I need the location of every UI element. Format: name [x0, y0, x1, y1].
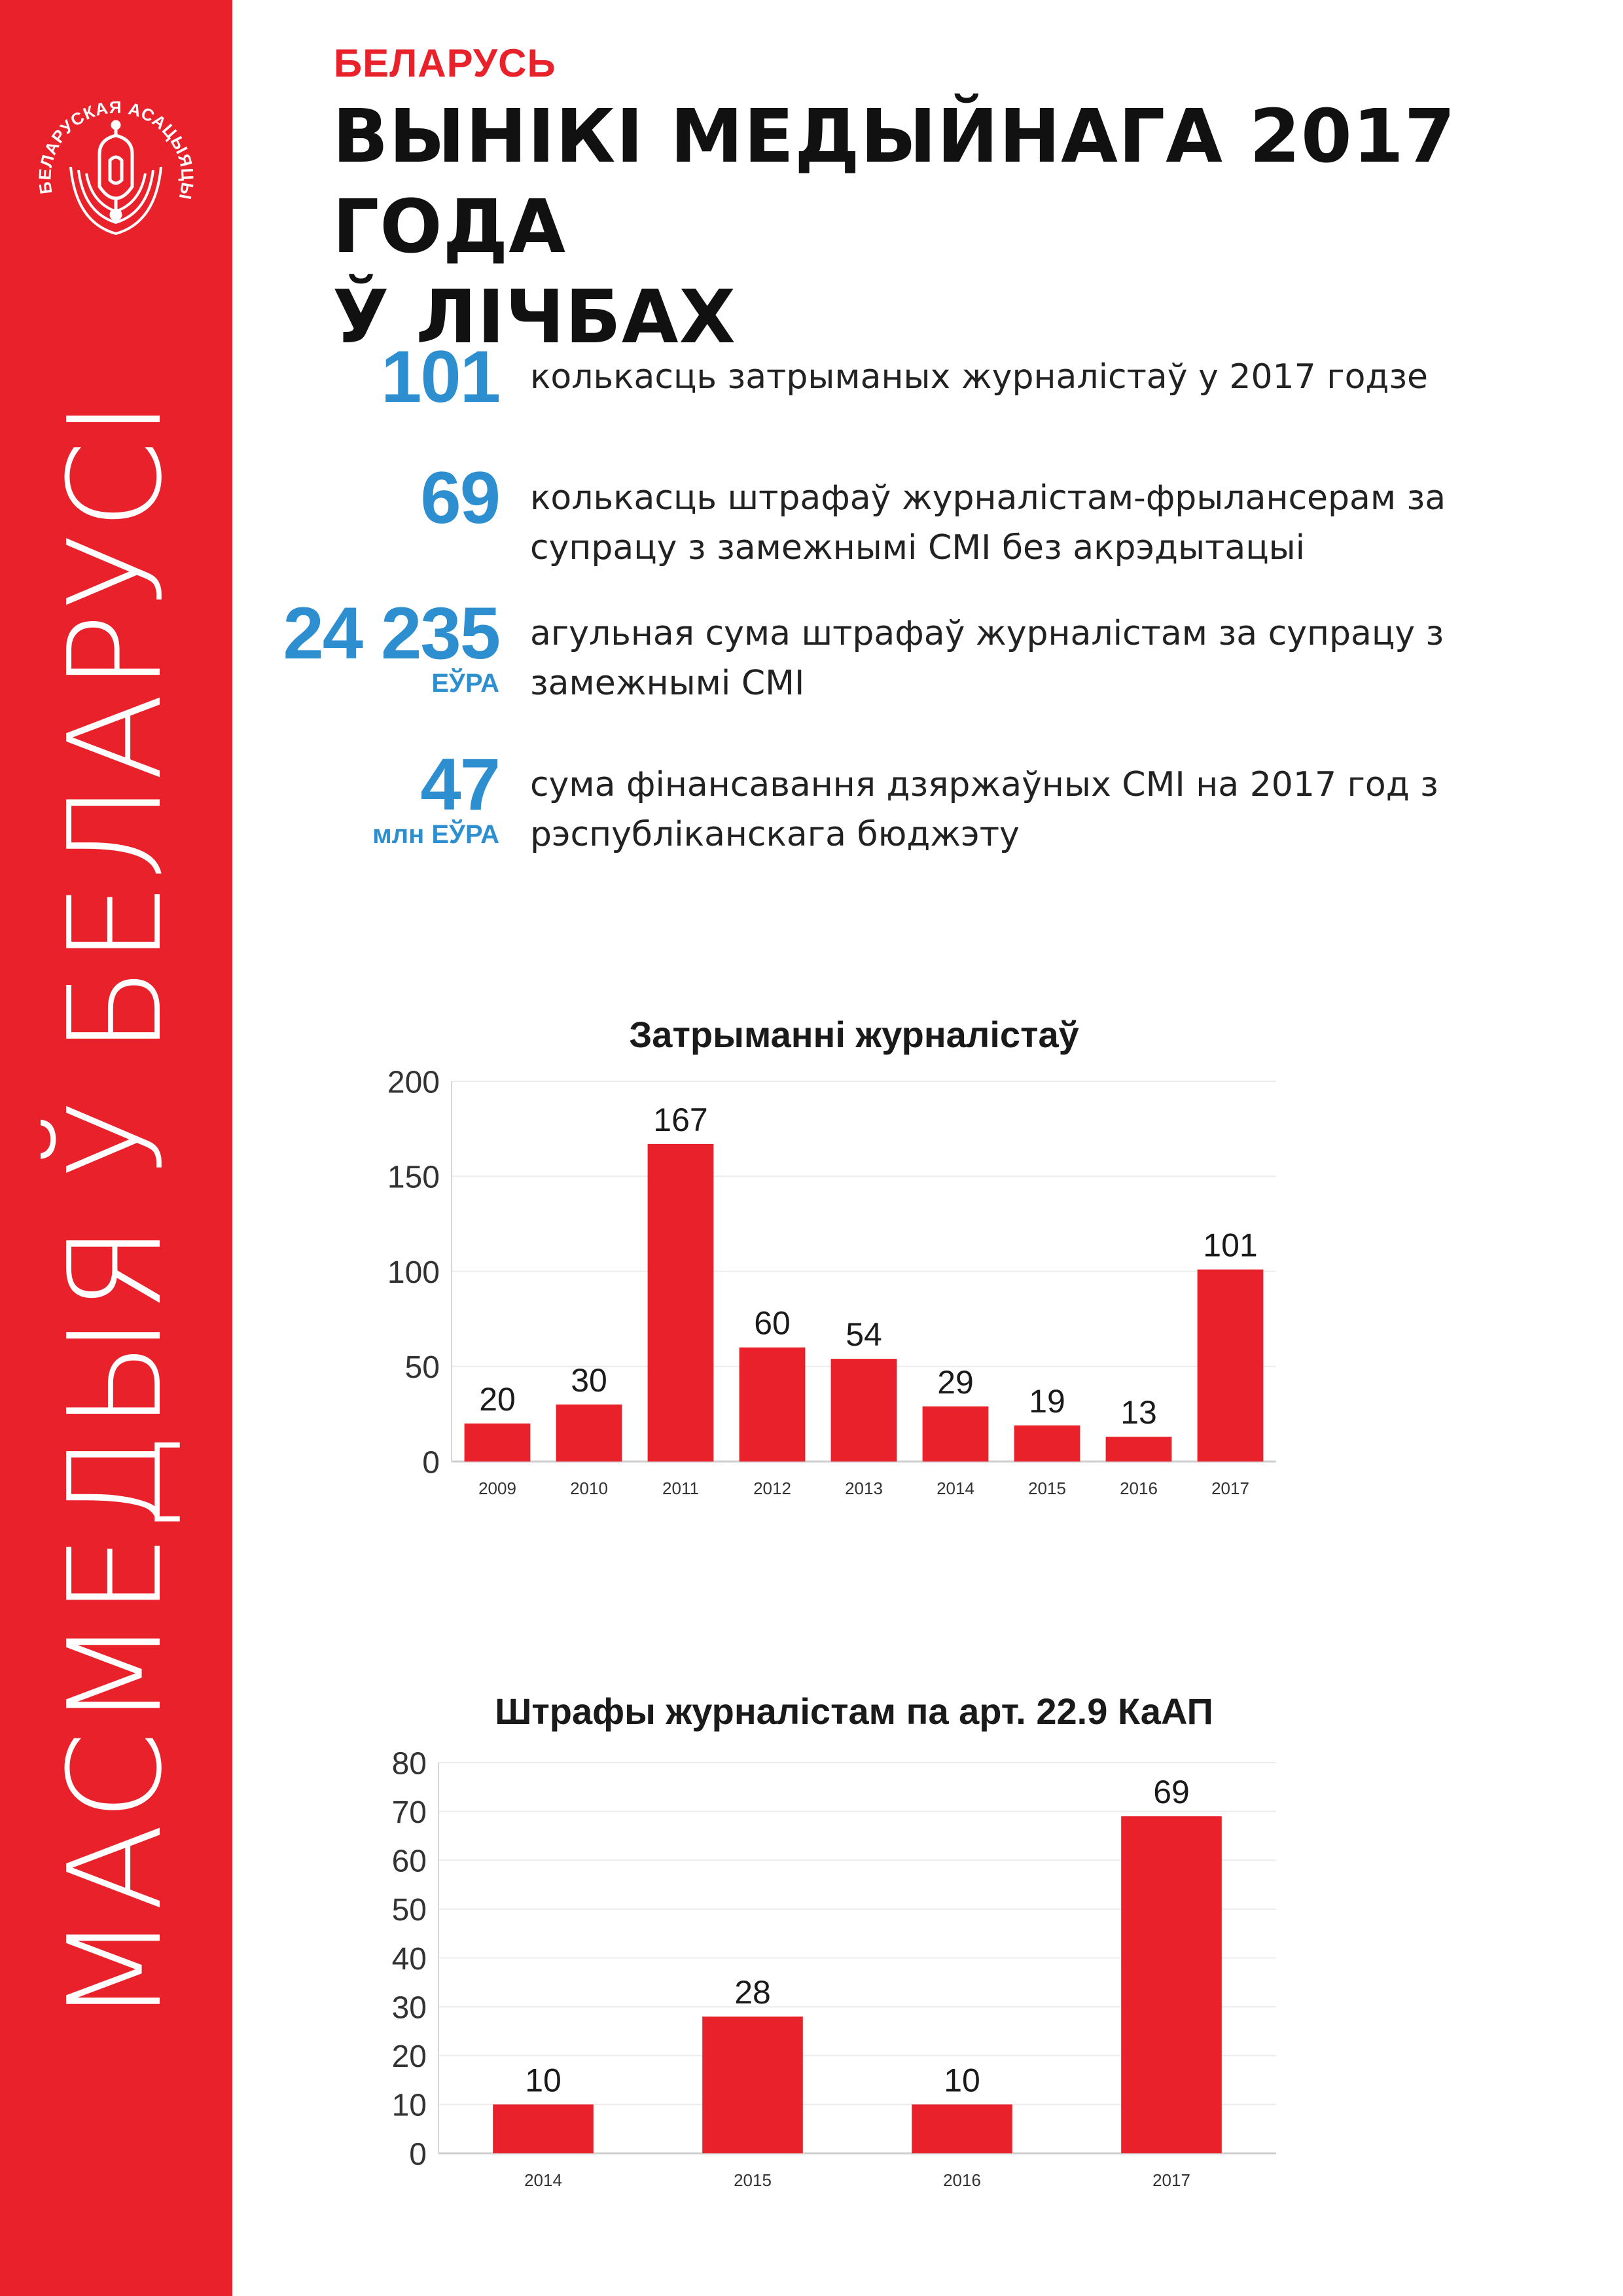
- chart1-category-label: 2010: [570, 1479, 608, 1498]
- chart2-value-label: 10: [525, 2062, 562, 2098]
- chart2-category-label: 2017: [1152, 2170, 1190, 2190]
- chart2-value-label: 28: [734, 1974, 771, 2011]
- chart1-value-label: 54: [846, 1316, 882, 1353]
- stat-unit: ЕЎРА: [431, 669, 499, 698]
- chart2-y-tick-label: 50: [392, 1893, 427, 1928]
- chart1-value-label: 29: [937, 1364, 974, 1401]
- country-label: БЕЛАРУСЬ: [334, 41, 556, 85]
- chart2-bar: [702, 2017, 803, 2153]
- chart2-value-label: 69: [1153, 1774, 1190, 1810]
- stat-text: сума фінансавання дзяржаўных СМІ на 2017…: [530, 765, 1438, 854]
- chart1-value-label: 30: [571, 1362, 607, 1399]
- chart1-y-tick-label: 100: [387, 1255, 440, 1290]
- chart2-y-tick-label: 30: [392, 1990, 427, 2025]
- chart2-y-tick-label: 0: [409, 2137, 427, 2172]
- chart2-category-label: 2016: [943, 2170, 981, 2190]
- chart1-category-label: 2015: [1028, 1479, 1066, 1498]
- stat-unit: млн ЕЎРА: [372, 820, 499, 849]
- chart1-category-label: 2013: [845, 1479, 883, 1498]
- stat-text: колькасць штрафаў журналістам-фрылансера…: [530, 478, 1446, 567]
- chart1-category-label: 2009: [478, 1479, 516, 1498]
- chart2-y-tick-label: 20: [392, 2039, 427, 2074]
- chart2-title: Штрафы журналістам па арт. 22.9 КаАП: [495, 1691, 1213, 1732]
- stat-number: 47: [420, 744, 501, 825]
- chart1-bar: [647, 1143, 714, 1462]
- sidebar: БЕЛАРУСКАЯ АСАЦЫЯЦЫЯ ЖУРНАЛІСТАЎ МАСМЕДЫ…: [0, 0, 232, 2296]
- chart1-y-tick-label: 200: [387, 1065, 440, 1100]
- stat-number: 69: [420, 457, 501, 539]
- chart2-bar: [912, 2104, 1012, 2153]
- chart2-y-tick-label: 10: [392, 2089, 427, 2123]
- baj-logo: БЕЛАРУСКАЯ АСАЦЫЯЦЫЯ ЖУРНАЛІСТАЎ: [26, 88, 206, 268]
- chart2-y-tick-label: 80: [392, 1746, 427, 1781]
- chart1-value-label: 19: [1029, 1383, 1065, 1420]
- chart2-bar: [493, 2104, 594, 2153]
- chart1-bar: [739, 1347, 806, 1462]
- chart2-value-label: 10: [944, 2062, 980, 2098]
- page-title-line1: ВЫНІКІ МЕДЫЙНАГА 2017 ГОДА: [332, 94, 1456, 270]
- logo-seal: БЕЛАРУСКАЯ АСАЦЫЯЦЫЯ ЖУРНАЛІСТАЎ: [26, 88, 198, 236]
- chart1-bar: [464, 1423, 531, 1462]
- chart2-y-tick-label: 40: [392, 1942, 427, 1977]
- stat-number: 101: [381, 336, 501, 418]
- chart2-bar: [1121, 1816, 1222, 2153]
- chart1-value-label: 13: [1120, 1394, 1157, 1431]
- chart2-y-tick-label: 70: [392, 1795, 427, 1830]
- chart1-category-label: 2011: [662, 1479, 699, 1498]
- chart1-value-label: 167: [653, 1102, 707, 1138]
- bell-icon: [98, 120, 134, 221]
- vertical-title: МАСМЕДЫЯ Ў БЕЛАРУСІ: [41, 397, 190, 2025]
- chart1-value-label: 20: [479, 1381, 516, 1418]
- chart1-bar: [1105, 1437, 1172, 1462]
- chart2-y-tick-label: 60: [392, 1844, 427, 1879]
- chart1-y-tick-label: 150: [387, 1160, 440, 1195]
- chart1-category-label: 2017: [1211, 1479, 1249, 1498]
- chart1-bar: [1014, 1425, 1080, 1462]
- stat-text: агульная сума штрафаў журналістам за суп…: [530, 614, 1444, 703]
- page-title-line2: Ў ЛІЧБАХ: [332, 275, 736, 360]
- chart1-bar: [922, 1406, 989, 1462]
- chart1-bar: [830, 1359, 897, 1462]
- logo-lettering: БЕЛАРУСКАЯ АСАЦЫЯЦЫЯ ЖУРНАЛІСТАЎ: [26, 88, 198, 202]
- chart1-value-label: 101: [1203, 1227, 1257, 1264]
- stat-number: 24 235: [283, 592, 501, 674]
- chart2-category-label: 2015: [734, 2170, 772, 2190]
- chart1-y-tick-label: 0: [422, 1445, 440, 1480]
- chart1-bar: [1197, 1269, 1264, 1462]
- chart1-bar: [556, 1404, 622, 1462]
- chart1-value-label: 60: [754, 1305, 791, 1342]
- stat-text: колькасць затрыманых журналістаў у 2017 …: [530, 357, 1428, 397]
- chart1-y-tick-label: 50: [405, 1350, 440, 1385]
- chart1-title: Затрыманні журналістаў: [629, 1014, 1079, 1055]
- page-title: ВЫНІКІ МЕДЫЙНАГА 2017 ГОДА Ў ЛІЧБАХ: [332, 92, 1478, 363]
- chart1-category-label: 2014: [936, 1479, 974, 1498]
- chart2-category-label: 2014: [524, 2170, 562, 2190]
- chart1-category-label: 2016: [1120, 1479, 1158, 1498]
- chart1-category-label: 2012: [753, 1479, 791, 1498]
